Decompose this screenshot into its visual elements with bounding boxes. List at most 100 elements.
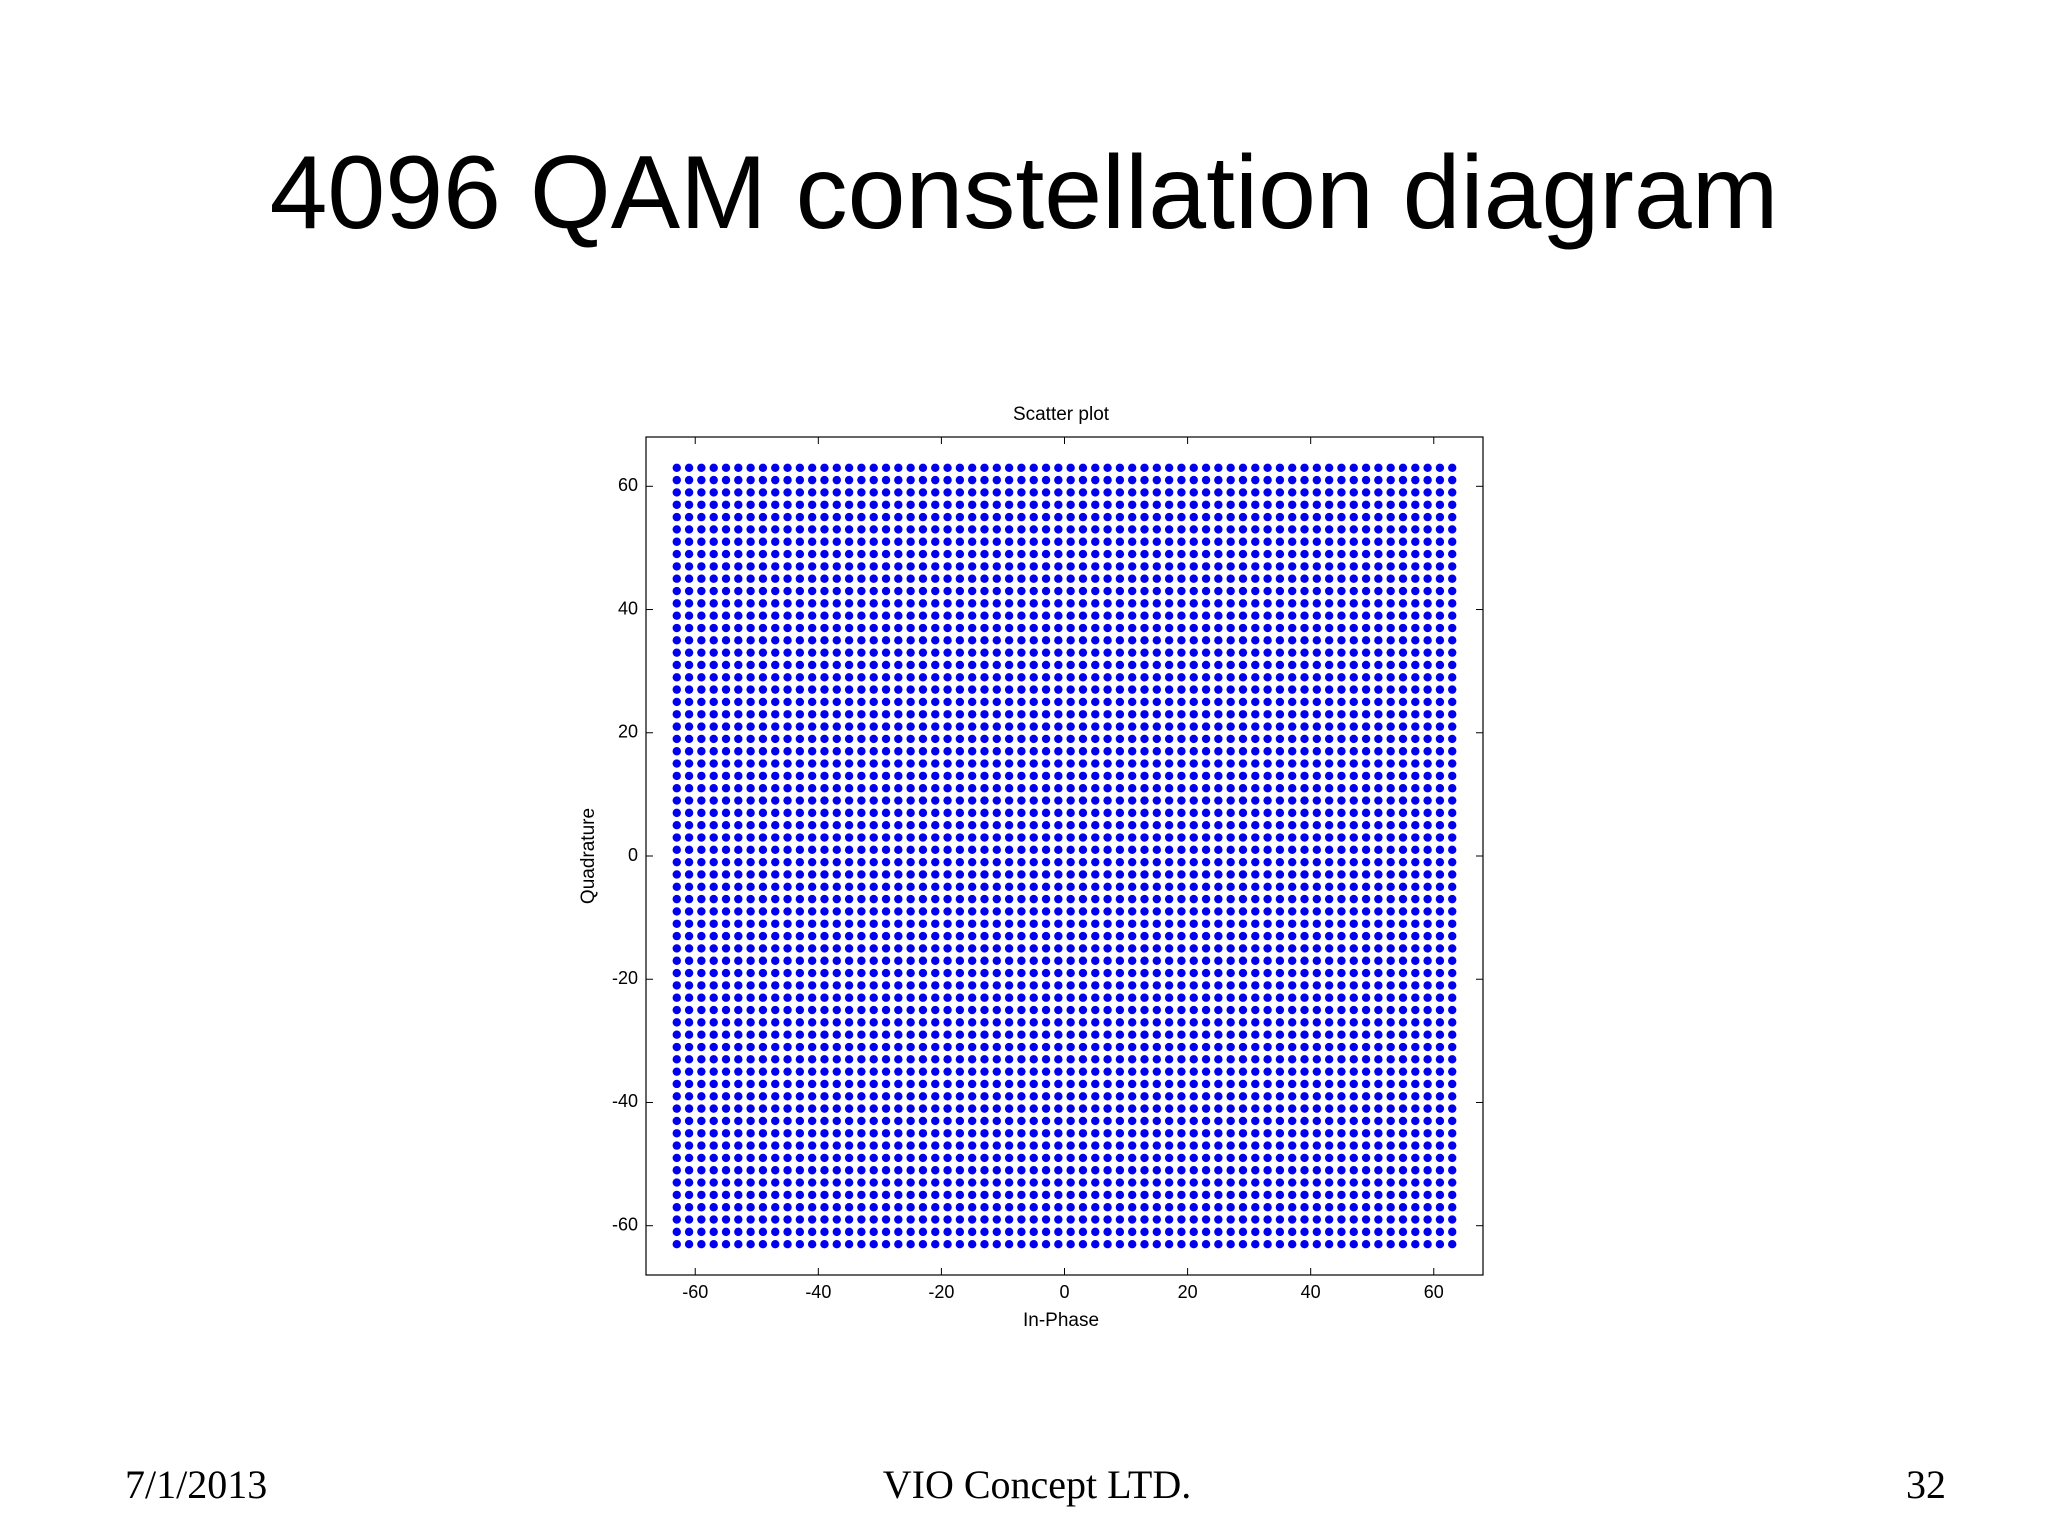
constellation-point xyxy=(1004,870,1014,879)
constellation-point xyxy=(1103,660,1112,670)
constellation-point xyxy=(672,1042,681,1052)
constellation-point xyxy=(820,623,829,633)
constellation-point xyxy=(721,1166,731,1175)
constellation-point xyxy=(906,1092,915,1101)
constellation-point xyxy=(1275,1129,1285,1138)
constellation-point xyxy=(906,1079,915,1089)
constellation-point xyxy=(1078,1129,1088,1138)
constellation-point xyxy=(1386,1055,1395,1064)
constellation-point xyxy=(906,1141,915,1150)
constellation-point xyxy=(1435,981,1445,990)
constellation-point xyxy=(1263,1227,1272,1237)
constellation-point xyxy=(918,845,928,855)
constellation-point xyxy=(1448,857,1457,867)
constellation-point xyxy=(1189,685,1198,694)
constellation-point xyxy=(894,1227,903,1237)
constellation-point xyxy=(672,931,681,941)
constellation-point xyxy=(1238,623,1248,633)
constellation-point xyxy=(1115,981,1125,990)
constellation-point xyxy=(1300,1005,1309,1015)
constellation-point xyxy=(992,993,1002,1002)
constellation-point xyxy=(1078,870,1088,879)
constellation-point xyxy=(1017,845,1026,855)
constellation-point xyxy=(758,1018,768,1027)
constellation-point xyxy=(807,562,817,571)
constellation-point xyxy=(1189,1092,1198,1101)
constellation-point xyxy=(1448,636,1457,645)
constellation-point xyxy=(1164,1104,1174,1113)
constellation-point xyxy=(684,1092,694,1101)
constellation-point xyxy=(844,931,854,941)
constellation-point xyxy=(1127,1203,1137,1212)
constellation-point xyxy=(1214,500,1223,509)
constellation-point xyxy=(992,1042,1002,1052)
constellation-point xyxy=(709,1203,718,1212)
constellation-point xyxy=(1029,1042,1038,1052)
constellation-point xyxy=(1177,931,1186,941)
constellation-point xyxy=(1386,907,1395,916)
constellation-point xyxy=(1435,1018,1445,1027)
constellation-point xyxy=(931,771,940,781)
constellation-point xyxy=(746,956,755,965)
constellation-point xyxy=(1411,845,1420,855)
constellation-point xyxy=(1189,623,1198,633)
constellation-point xyxy=(1054,968,1063,978)
constellation-point xyxy=(967,475,977,485)
constellation-point xyxy=(1004,734,1014,744)
constellation-point xyxy=(758,956,768,965)
constellation-point xyxy=(967,931,977,941)
constellation-point xyxy=(1189,500,1198,509)
constellation-point xyxy=(807,710,817,719)
constellation-point xyxy=(967,796,977,805)
constellation-point xyxy=(1374,993,1383,1002)
constellation-point xyxy=(1288,784,1297,793)
constellation-point xyxy=(1226,599,1235,608)
constellation-point xyxy=(844,574,854,583)
constellation-point xyxy=(894,747,903,756)
constellation-point xyxy=(746,1141,755,1150)
constellation-point xyxy=(1189,784,1198,793)
constellation-point xyxy=(1448,1190,1457,1200)
constellation-point xyxy=(943,796,952,805)
constellation-point xyxy=(1140,993,1149,1002)
constellation-point xyxy=(1386,796,1395,805)
constellation-point xyxy=(697,870,706,879)
constellation-point xyxy=(844,1092,854,1101)
constellation-point xyxy=(1324,1092,1334,1101)
constellation-point xyxy=(1164,537,1174,546)
constellation-point xyxy=(1398,512,1408,522)
constellation-point xyxy=(881,747,891,756)
constellation-point xyxy=(1127,919,1137,928)
constellation-point xyxy=(1152,833,1162,842)
constellation-point xyxy=(1078,586,1088,596)
constellation-point xyxy=(1263,1005,1272,1015)
constellation-point xyxy=(955,894,965,904)
constellation-point xyxy=(869,1190,878,1200)
constellation-point xyxy=(1411,771,1420,781)
constellation-point xyxy=(1029,1190,1038,1200)
constellation-point xyxy=(1066,660,1075,670)
constellation-point xyxy=(1251,907,1260,916)
constellation-point xyxy=(672,1141,681,1150)
constellation-point xyxy=(807,1153,817,1163)
constellation-point xyxy=(1411,475,1420,485)
constellation-point xyxy=(1091,833,1100,842)
constellation-point xyxy=(746,1227,755,1237)
constellation-point xyxy=(1127,784,1137,793)
constellation-point xyxy=(795,463,805,473)
constellation-point xyxy=(1115,599,1125,608)
constellation-point xyxy=(721,648,731,657)
constellation-point xyxy=(1140,1129,1149,1138)
constellation-point xyxy=(734,1116,743,1126)
constellation-point xyxy=(943,1042,952,1052)
constellation-point xyxy=(1004,907,1014,916)
constellation-point xyxy=(1115,488,1125,497)
constellation-point xyxy=(1054,882,1063,892)
constellation-point xyxy=(1177,784,1186,793)
constellation-point xyxy=(672,870,681,879)
constellation-point xyxy=(1361,710,1371,719)
constellation-point xyxy=(1091,623,1100,633)
constellation-point xyxy=(734,1227,743,1237)
constellation-point xyxy=(1029,759,1038,768)
constellation-point xyxy=(1078,1018,1088,1027)
